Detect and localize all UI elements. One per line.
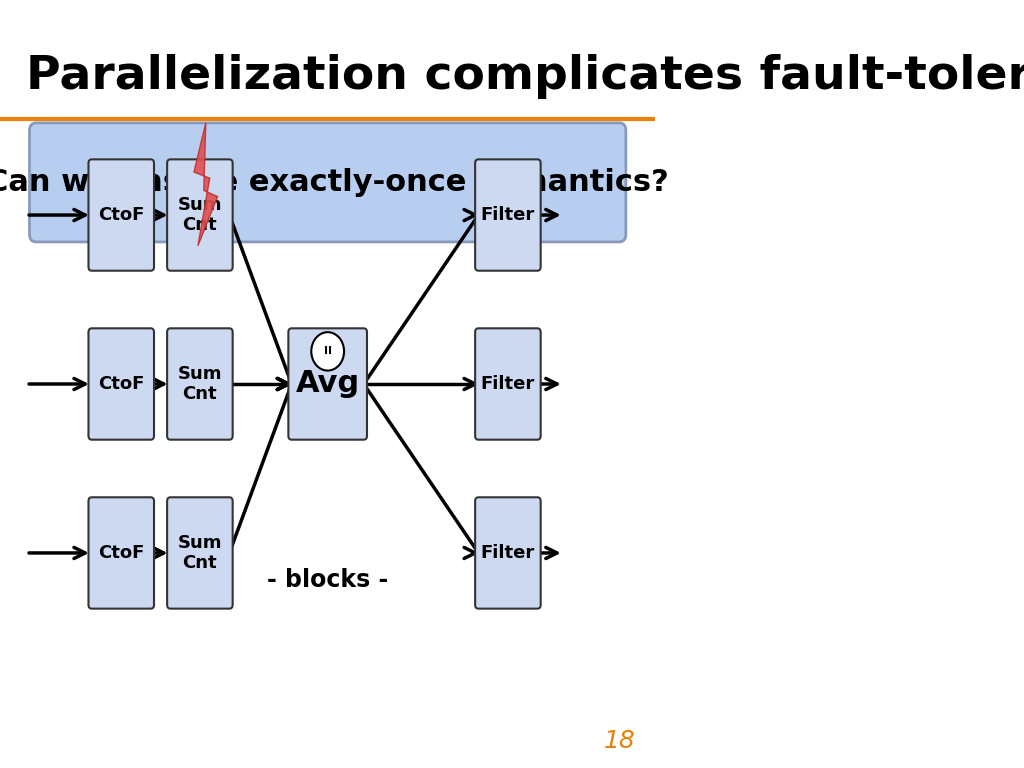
Text: Filter: Filter — [481, 375, 535, 393]
Text: CtoF: CtoF — [98, 206, 144, 224]
FancyBboxPatch shape — [475, 329, 541, 439]
Text: Filter: Filter — [481, 544, 535, 562]
Text: Sum
Cnt: Sum Cnt — [177, 365, 222, 403]
Text: Can we ensure exactly-once semantics?: Can we ensure exactly-once semantics? — [0, 167, 669, 197]
FancyBboxPatch shape — [30, 123, 626, 242]
Text: Sum
Cnt: Sum Cnt — [177, 534, 222, 572]
Text: Sum
Cnt: Sum Cnt — [177, 196, 222, 234]
Text: 18: 18 — [604, 729, 636, 753]
FancyBboxPatch shape — [475, 160, 541, 271]
Text: - blocks -: - blocks - — [267, 568, 388, 592]
FancyBboxPatch shape — [167, 498, 232, 608]
Text: II: II — [324, 346, 332, 356]
FancyBboxPatch shape — [289, 329, 367, 439]
FancyBboxPatch shape — [88, 160, 154, 271]
FancyBboxPatch shape — [88, 498, 154, 608]
Text: Filter: Filter — [481, 206, 535, 224]
Circle shape — [311, 333, 344, 371]
Text: CtoF: CtoF — [98, 375, 144, 393]
FancyBboxPatch shape — [167, 160, 232, 271]
FancyBboxPatch shape — [167, 329, 232, 439]
FancyBboxPatch shape — [88, 329, 154, 439]
Text: Avg: Avg — [296, 369, 359, 399]
FancyBboxPatch shape — [475, 498, 541, 608]
Text: Parallelization complicates fault-tolerance: Parallelization complicates fault-tolera… — [27, 54, 1024, 99]
Text: CtoF: CtoF — [98, 544, 144, 562]
Polygon shape — [194, 123, 217, 246]
